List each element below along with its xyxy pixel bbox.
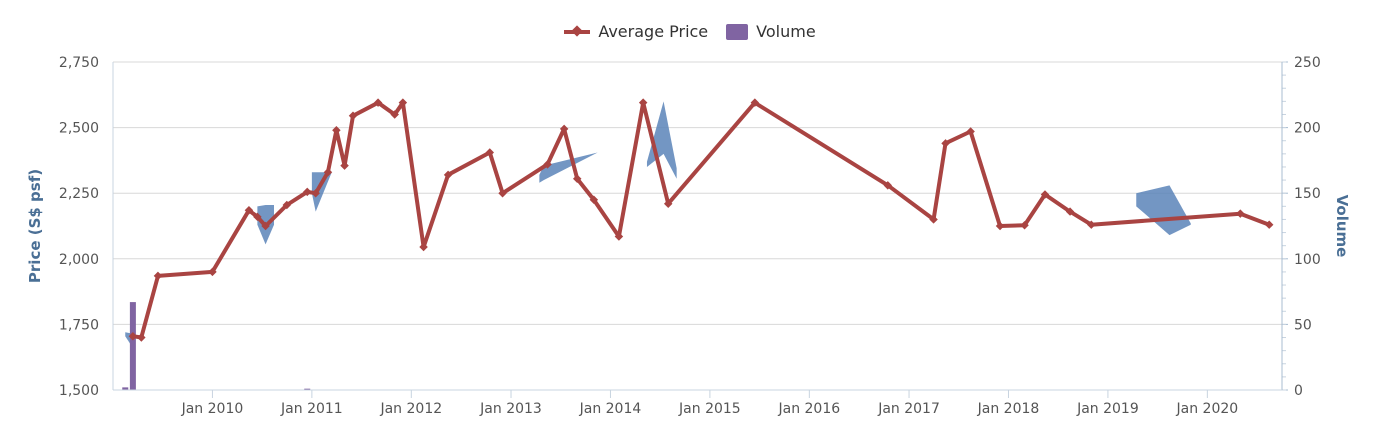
legend-label-average-price: Average Price xyxy=(598,22,709,41)
average-price-marker xyxy=(303,187,312,197)
average-price-marker xyxy=(638,98,648,107)
average-price-marker xyxy=(348,111,358,121)
average-price-marker xyxy=(498,188,507,198)
volume-bars xyxy=(122,302,311,390)
y-left-tick-label: 2,250 xyxy=(59,186,99,202)
average-price-line xyxy=(128,98,1274,342)
y-left-tick-label: 2,500 xyxy=(59,121,99,137)
x-tick-label: Jan 2015 xyxy=(678,401,741,417)
average-price-marker xyxy=(332,125,341,135)
average-price-marker xyxy=(443,170,453,180)
y-right-axis-title: Volume xyxy=(1333,195,1351,258)
volume-bar xyxy=(122,387,129,390)
average-price-marker xyxy=(323,167,333,177)
average-price-marker xyxy=(1020,220,1029,230)
average-price-marker xyxy=(282,200,292,210)
y-right-tick-label: 150 xyxy=(1294,186,1321,202)
x-tick-label: Jan 2017 xyxy=(877,401,940,417)
x-tick-label: Jan 2010 xyxy=(181,401,244,417)
average-price-line-path xyxy=(132,100,1270,340)
average-price-marker xyxy=(261,221,270,231)
y-left-tick-label: 1,500 xyxy=(59,383,99,399)
x-tick-label: Jan 2016 xyxy=(777,401,840,417)
y-left-tick-label: 1,750 xyxy=(59,317,99,333)
axes: 1,500 1,750 2,000 2,250 2,500 2,750 0 50 100 150 2… xyxy=(26,55,1351,417)
legend-item-average-price[interactable]: Average Price xyxy=(564,22,708,41)
x-tick-label: Jan 2019 xyxy=(1076,401,1139,417)
price-range-band xyxy=(125,101,1191,349)
average-price-marker xyxy=(128,331,138,341)
average-price-marker xyxy=(153,271,163,281)
y-right-tick-label: 0 xyxy=(1294,383,1303,399)
y-right-tick-label: 200 xyxy=(1294,121,1321,137)
average-price-marker xyxy=(244,206,254,215)
legend-label-volume: Volume xyxy=(756,22,816,41)
x-tick-label: Jan 2020 xyxy=(1176,401,1239,417)
legend-bar-swatch-icon xyxy=(726,23,749,40)
chart-legend: Average Price Volume xyxy=(0,22,1380,41)
price-range-area xyxy=(311,172,332,212)
y-left-tick-label: 2,750 xyxy=(59,55,99,71)
y-right-tick-label: 50 xyxy=(1294,317,1312,333)
x-tick-label: Jan 2014 xyxy=(579,401,642,417)
x-tick-label: Jan 2012 xyxy=(379,401,442,417)
y-left-tick-label: 2,000 xyxy=(59,252,99,268)
average-price-marker xyxy=(311,188,320,198)
legend-item-volume[interactable]: Volume xyxy=(726,22,816,41)
price-range-area xyxy=(1136,185,1191,236)
y-right-tick-label: 100 xyxy=(1294,252,1321,268)
volume-bar xyxy=(129,302,136,390)
price-range-area xyxy=(646,101,677,179)
x-tick-label: Jan 2013 xyxy=(479,401,542,417)
average-price-marker xyxy=(419,242,428,252)
average-price-marker xyxy=(398,98,408,107)
average-price-marker xyxy=(208,267,217,277)
legend-line-swatch-icon xyxy=(564,29,591,34)
average-price-marker xyxy=(485,148,495,157)
x-tick-label: Jan 2011 xyxy=(280,401,343,417)
average-price-marker xyxy=(373,98,383,107)
price-range-area xyxy=(539,152,598,183)
average-price-marker xyxy=(390,110,399,119)
average-price-marker xyxy=(137,333,146,342)
grid-lines xyxy=(113,61,1282,391)
volume-bar xyxy=(304,388,311,390)
x-tick-label: Jan 2018 xyxy=(977,401,1040,417)
y-left-axis-title: Price (S$ psf) xyxy=(26,169,44,283)
average-price-marker xyxy=(340,161,349,170)
y-right-tick-label: 250 xyxy=(1294,55,1321,71)
